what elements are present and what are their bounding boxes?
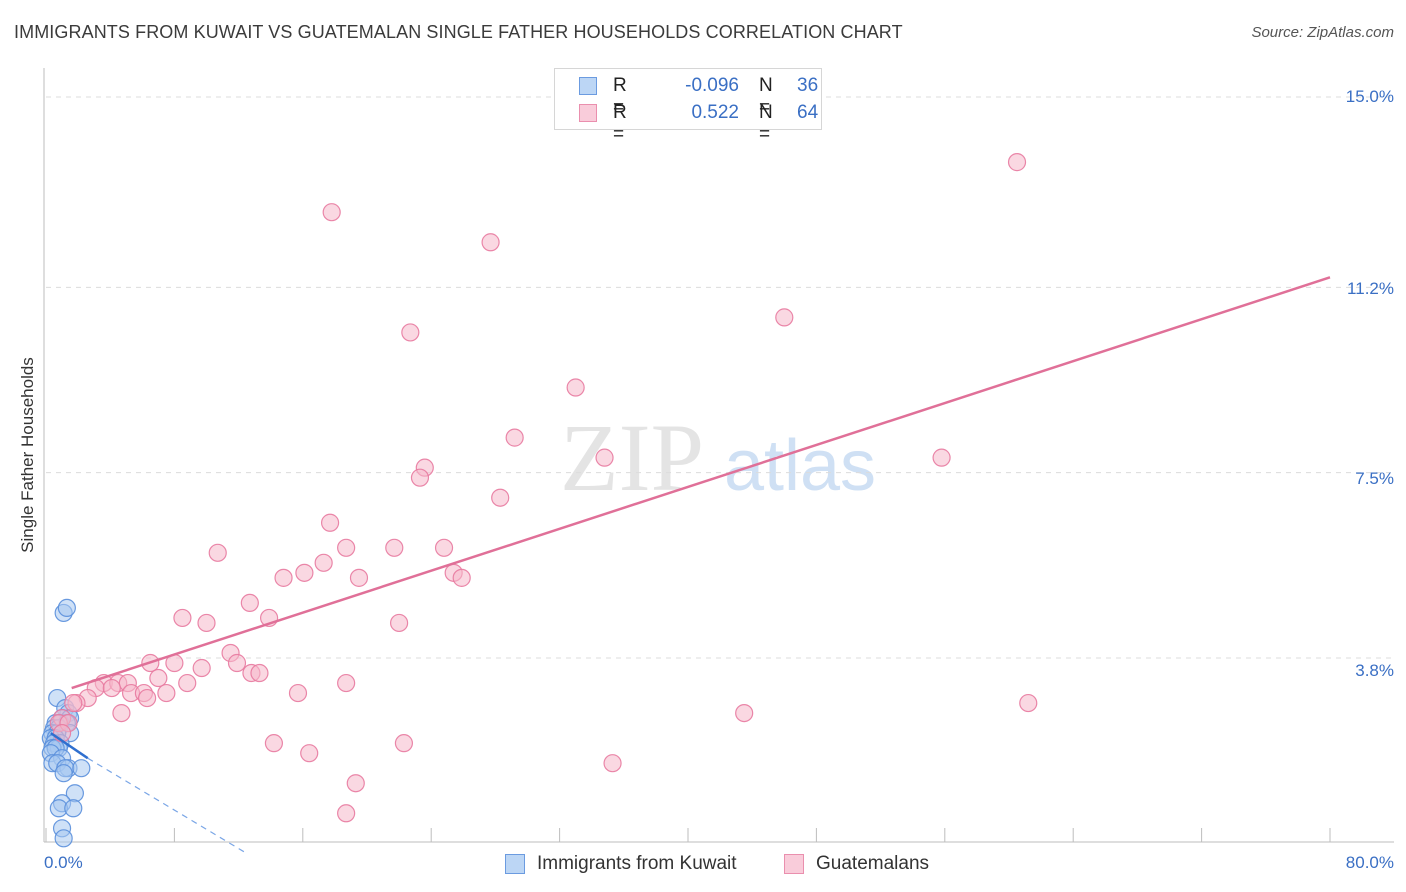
watermark-atlas: atlas [724, 426, 876, 506]
guatemalans-point [775, 308, 794, 327]
kuwait-trend-extension [87, 757, 247, 854]
guatemalans-point [192, 658, 211, 678]
guatemalans-point [349, 568, 369, 587]
y-tick-label: 11.2% [1347, 279, 1394, 298]
kuwait-point [54, 829, 73, 848]
kuwait-point [57, 598, 76, 618]
y-tick-label: 3.8% [1355, 661, 1394, 680]
grid-lines [46, 96, 1394, 659]
y-tick-label: 15.0% [1345, 87, 1394, 106]
guatemalans-point [197, 613, 216, 633]
guatemalans-point [401, 323, 420, 342]
guatemalans-point [932, 448, 951, 467]
kuwait-point [54, 764, 73, 783]
guatemalans-point [274, 568, 293, 587]
guatemalans-point [314, 553, 333, 572]
r-value: 0.522 [691, 102, 739, 123]
stats-box: R = -0.096 N = 36 R = 0.522 N = 64 [554, 68, 822, 145]
r-value: -0.096 [685, 75, 739, 96]
guatemalans-point [295, 563, 314, 582]
guatemalans-point [173, 608, 192, 628]
x-tick-label-min: 0.0% [44, 853, 83, 872]
guatemalans-point [434, 538, 454, 557]
guatemalans-point [52, 724, 72, 743]
kuwait-trend-line [50, 732, 89, 760]
guatemalans-point [227, 653, 247, 673]
guatemalans-point [505, 428, 524, 447]
guatemalans-point [138, 688, 157, 708]
r-label: R = [613, 75, 627, 118]
guatemalans-point [320, 513, 340, 532]
guatemalans-point [300, 744, 319, 763]
guatemalans-point [264, 734, 284, 753]
guatemalans-point [64, 693, 83, 713]
guatemalans-point [208, 543, 227, 562]
source-label: Source: ZipAtlas.com [1251, 24, 1394, 41]
guatemalans-point [240, 593, 259, 613]
guatemalans-point [178, 673, 197, 693]
series-guatemalans-points [49, 153, 1038, 823]
guatemalans-trend-line [71, 276, 1331, 690]
guatemalans-point [337, 538, 356, 557]
legend-label: Immigrants from Kuwait [537, 853, 737, 874]
guatemalans-point [322, 203, 341, 222]
legend-swatch-kuwait [505, 854, 525, 874]
chart-title: IMMIGRANTS FROM KUWAIT VS GUATEMALAN SIN… [14, 22, 903, 42]
y-tick-label: 7.5% [1355, 469, 1394, 488]
guatemalans-point [337, 804, 356, 823]
guatemalans-point [250, 663, 269, 683]
guatemalans-point [595, 448, 614, 467]
guatemalans-point [394, 734, 414, 753]
kuwait-swatch [579, 77, 597, 95]
guatemalans-point [1007, 153, 1027, 172]
trend-lines [50, 276, 1331, 854]
x-tick-label-max: 80.0% [1345, 853, 1394, 872]
guatemalans-point [481, 233, 500, 252]
guatemalans-point [491, 488, 510, 507]
guatemalans-point [157, 683, 176, 703]
guatemalans-point [102, 678, 121, 698]
guatemalans-swatch [579, 104, 597, 122]
guatemalans-point [288, 683, 308, 703]
guatemalans-point [603, 754, 622, 773]
guatemalans-point [337, 673, 356, 693]
n-value: 36 [797, 75, 819, 96]
legend-swatch-guatemalans [784, 854, 804, 874]
axes [43, 68, 1394, 843]
legend-label: Guatemalans [816, 853, 930, 874]
kuwait-point [72, 759, 91, 778]
kuwait-point [64, 799, 83, 818]
guatemalans-point [112, 703, 131, 723]
n-label: N = [759, 102, 773, 145]
n-label: N = [759, 75, 773, 118]
watermark-zip: ZIP [560, 404, 704, 511]
guatemalans-point [410, 468, 430, 487]
guatemalans-point [452, 568, 471, 587]
guatemalans-point [390, 613, 409, 633]
r-label: R = [613, 102, 627, 145]
n-value: 64 [797, 102, 819, 123]
guatemalans-point [149, 668, 168, 688]
guatemalans-point [735, 703, 754, 723]
guatemalans-point [566, 378, 585, 397]
guatemalans-point [346, 774, 365, 793]
guatemalans-point [385, 538, 404, 557]
guatemalans-point [1019, 693, 1038, 713]
